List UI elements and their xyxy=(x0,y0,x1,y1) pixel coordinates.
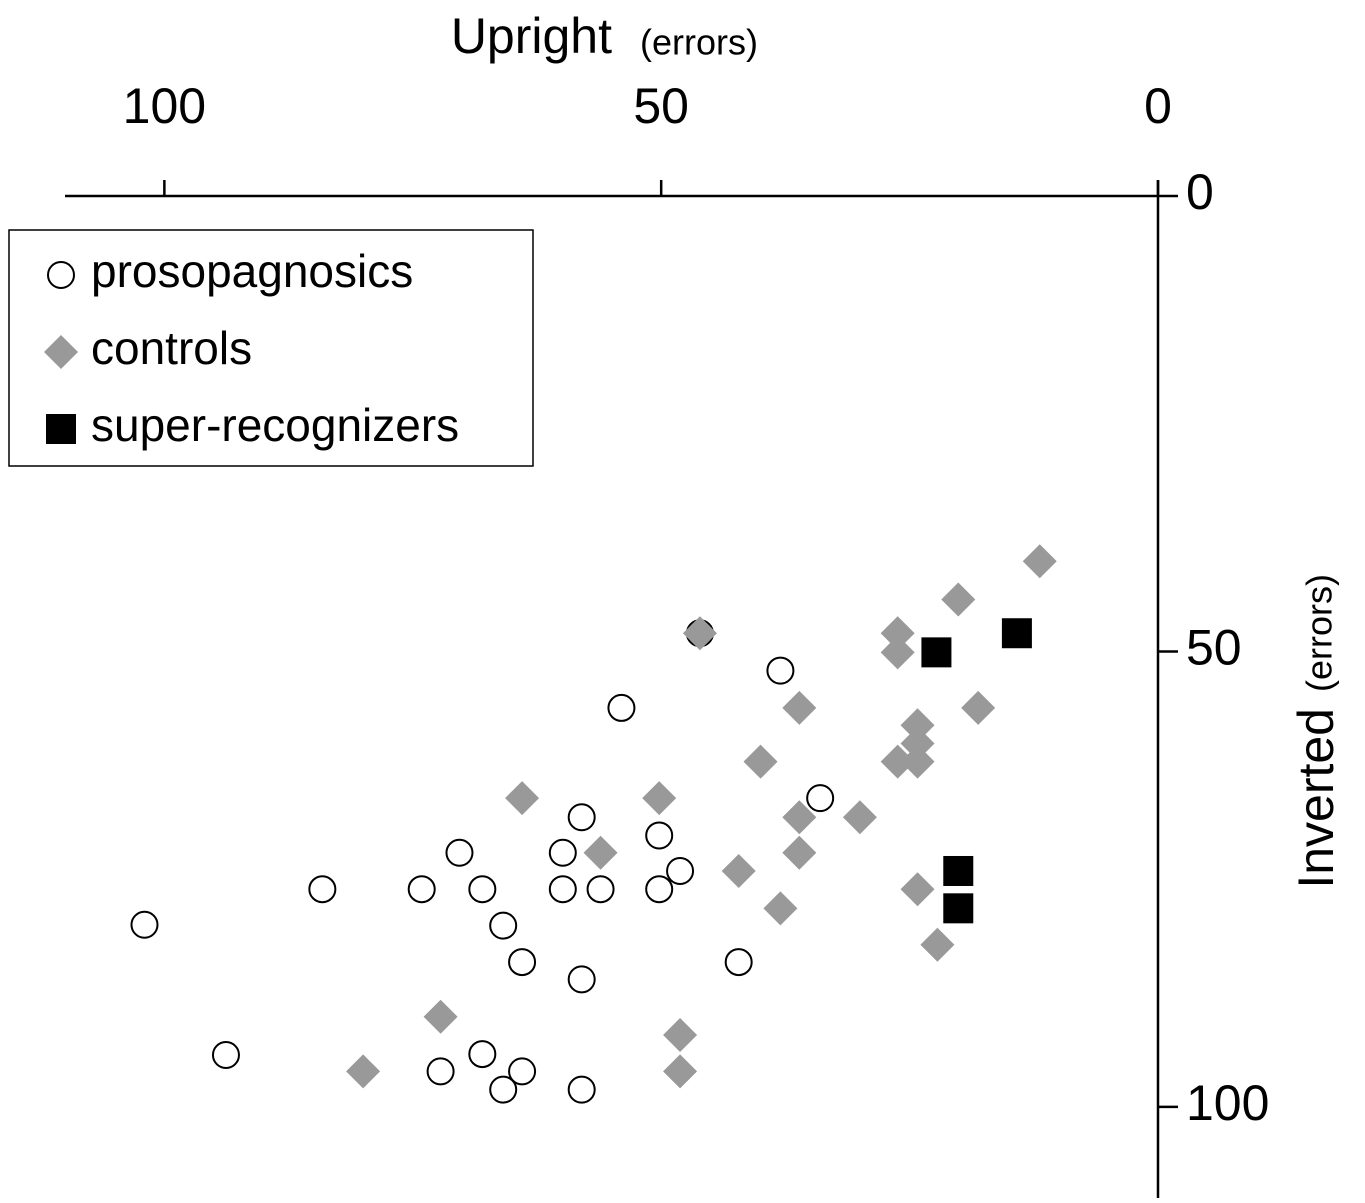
point xyxy=(880,616,915,651)
point xyxy=(880,635,915,670)
point xyxy=(505,781,540,816)
point xyxy=(445,838,474,867)
legend-box xyxy=(8,229,534,467)
legend-label: super-recognizers xyxy=(91,399,459,451)
point xyxy=(426,1057,455,1086)
point xyxy=(642,781,677,816)
point xyxy=(842,800,877,835)
point xyxy=(782,835,817,870)
point xyxy=(880,744,915,779)
point xyxy=(743,744,778,779)
point xyxy=(941,582,976,617)
y-axis-title-group: Inverted (errors) xyxy=(1288,574,1344,889)
point xyxy=(567,803,596,832)
y-axis-unit: (errors) xyxy=(1299,574,1340,692)
point xyxy=(943,893,974,924)
point xyxy=(308,875,337,904)
point xyxy=(583,835,618,870)
point xyxy=(806,784,835,813)
point xyxy=(645,875,674,904)
x-axis-unit: (errors) xyxy=(640,22,758,63)
x-tick-label: 50 xyxy=(633,78,689,134)
point xyxy=(900,726,935,761)
point xyxy=(782,690,817,725)
legend-label: controls xyxy=(91,322,252,374)
point xyxy=(468,875,497,904)
y-tick-label: 0 xyxy=(1186,164,1214,220)
point xyxy=(724,948,753,977)
point xyxy=(961,690,996,725)
point xyxy=(782,800,817,835)
point xyxy=(407,875,436,904)
point xyxy=(900,872,935,907)
point xyxy=(1022,544,1057,579)
point xyxy=(607,693,636,722)
y-tick-label: 100 xyxy=(1186,1075,1269,1131)
point xyxy=(548,875,577,904)
point xyxy=(900,744,935,779)
point xyxy=(586,875,615,904)
point xyxy=(211,1040,240,1069)
point xyxy=(900,708,935,743)
legend-marker xyxy=(46,414,76,444)
legend-marker xyxy=(47,261,75,289)
point xyxy=(920,927,955,962)
point xyxy=(766,656,795,685)
y-axis-title: Inverted xyxy=(1288,708,1344,889)
point xyxy=(548,838,577,867)
point xyxy=(468,1040,497,1069)
point xyxy=(943,855,974,886)
point xyxy=(130,910,159,939)
point xyxy=(682,616,717,651)
point xyxy=(423,999,458,1034)
point xyxy=(489,911,518,940)
point xyxy=(346,1054,381,1089)
point xyxy=(645,821,674,850)
point xyxy=(921,637,952,668)
point xyxy=(663,1017,698,1052)
point xyxy=(721,853,756,888)
point xyxy=(508,948,537,977)
point xyxy=(663,1054,698,1089)
x-tick-label: 100 xyxy=(123,78,206,134)
point xyxy=(508,1057,537,1086)
point xyxy=(567,965,596,994)
point xyxy=(489,1075,518,1104)
x-axis-title: Upright xyxy=(451,8,612,64)
point xyxy=(666,856,695,885)
point xyxy=(567,1075,596,1104)
x-tick-label: 0 xyxy=(1144,78,1172,134)
point xyxy=(1001,618,1032,649)
legend-marker xyxy=(44,335,78,369)
point xyxy=(763,891,798,926)
legend-label: prosopagnosics xyxy=(91,245,413,297)
y-tick-label: 50 xyxy=(1186,620,1242,676)
